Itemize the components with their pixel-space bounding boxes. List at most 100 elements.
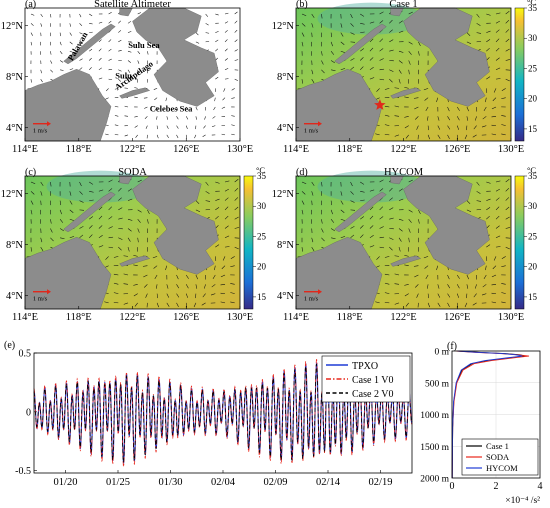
lon-tick-label: 122°E	[119, 144, 145, 155]
lat-tick-label: 8°N	[6, 72, 23, 83]
region-label: Sulu	[115, 70, 132, 80]
x-axis-label: ×10⁻⁴ /s²	[505, 496, 540, 506]
lon-tick-label: 126°E	[173, 144, 199, 155]
panel-letter: (f)	[447, 341, 457, 352]
colorbar-tick-label: 15	[528, 124, 538, 134]
map-panel-a: 114°E 118°E 122°E 126°E 130°E 12°N 8°N 4°N (a) Sa…	[1, 0, 253, 155]
lon-tick-label: 130°E	[498, 144, 524, 155]
colorbar-tick-label: 25	[257, 231, 267, 241]
lat-tick-label: 4°N	[277, 291, 294, 302]
land-mass	[403, 175, 490, 275]
station-star-marker	[374, 99, 386, 110]
map-panel-d: 114°E 118°E 122°E 126°E 130°E 12°N 8°N 4°N (d) HY…	[272, 165, 538, 323]
lat-tick-label: 8°N	[6, 240, 23, 251]
x-tick-label: 02/04	[211, 477, 236, 488]
colorbar-tick-label: 25	[528, 231, 538, 241]
land-mass	[132, 175, 219, 275]
lon-tick-label: 126°E	[444, 144, 470, 155]
y-tick-label: -0.5	[15, 466, 31, 477]
lat-tick-label: 12°N	[272, 189, 295, 200]
panel-title: Satellite Altimeter	[94, 0, 171, 10]
map-panel-b: 114°E 118°E 122°E 126°E 130°E 12°N 8°N 4°N (b) Ca…	[272, 0, 538, 155]
land-mass	[334, 23, 387, 65]
colorbar-tick-label: 35	[528, 3, 538, 13]
x-tick-label: 01/30	[159, 477, 183, 488]
panel-letter: (b)	[296, 0, 308, 10]
y-tick-label: 2000 m	[420, 475, 449, 485]
x-tick-label: 01/20	[54, 477, 78, 488]
lat-tick-label: 12°N	[1, 21, 24, 32]
lon-tick-label: 114°E	[12, 312, 38, 323]
colorbar-tick-label: 30	[528, 33, 538, 43]
lon-tick-label: 118°E	[337, 312, 363, 323]
lon-tick-label: 126°E	[173, 312, 199, 323]
region-label: Sulu Sea	[128, 40, 160, 50]
x-tick-label: 01/25	[106, 477, 130, 488]
lat-tick-label: 8°N	[277, 240, 294, 251]
colorbar-unit: °C	[527, 0, 536, 7]
panel-title: SODA	[118, 167, 147, 178]
y-tick-label: 1000 m	[420, 411, 449, 421]
land-mass	[334, 191, 387, 233]
lat-tick-label: 12°N	[272, 21, 295, 32]
colorbar-unit: °C	[527, 165, 536, 175]
lat-tick-label: 12°N	[1, 189, 24, 200]
x-tick-label: 2	[494, 481, 499, 492]
colorbar-tick-label: 30	[528, 201, 538, 211]
lon-tick-label: 130°E	[227, 312, 253, 323]
land-mass	[390, 87, 422, 99]
legend-label: TPXO	[352, 361, 378, 372]
land-mass	[132, 7, 219, 107]
colorbar-gradient	[514, 7, 525, 142]
colorbar-unit: °C	[256, 165, 265, 175]
panel-title: Case 1	[389, 0, 417, 10]
lon-tick-label: 130°E	[498, 312, 524, 323]
panel-title: HYCOM	[384, 167, 424, 178]
colorbar-tick-label: 35	[528, 171, 538, 181]
plot-frame	[33, 352, 413, 474]
lon-tick-label: 118°E	[337, 144, 363, 155]
lon-tick-label: 122°E	[390, 312, 416, 323]
colorbar: 35 30 25 20 15 °C	[514, 0, 538, 142]
lat-tick-label: 8°N	[277, 72, 294, 83]
colorbar-gradient	[243, 175, 254, 310]
panel-letter: (c)	[25, 167, 36, 178]
legend-label: Case 2 V0	[352, 389, 393, 400]
panel-letter: (e)	[4, 340, 15, 351]
lon-tick-label: 126°E	[444, 312, 470, 323]
lat-tick-label: 4°N	[6, 291, 23, 302]
lon-tick-label: 114°E	[283, 144, 309, 155]
lon-tick-label: 118°E	[66, 312, 92, 323]
profile-line-hycom	[451, 350, 523, 479]
lon-tick-label: 114°E	[12, 144, 38, 155]
scale-label: 1 m/s	[304, 296, 319, 303]
land-mass	[63, 191, 116, 233]
colorbar-tick-label: 30	[257, 201, 267, 211]
legend-label: HYCOM	[486, 463, 518, 473]
lat-tick-label: 4°N	[277, 123, 294, 134]
colorbar: 35 30 25 20 15 °C	[243, 165, 267, 310]
scale-arrowhead	[318, 289, 322, 295]
legend-label: Case 1	[486, 441, 509, 451]
panel-letter: (d)	[296, 167, 308, 178]
x-tick-label: 0	[450, 481, 455, 492]
y-tick-label: 500 m	[425, 379, 450, 389]
scale-arrowhead	[47, 121, 51, 127]
lon-tick-label: 114°E	[283, 312, 309, 323]
colorbar-tick-label: 15	[257, 292, 267, 302]
plot-frame	[451, 350, 541, 479]
colorbar-tick-label: 20	[528, 94, 538, 104]
n2-profile-panel: (f)0 m 500 m 1000 m 1500 m 2000 m0 2 4 ×10⁻⁴ /s…	[420, 341, 542, 506]
x-tick-label: 02/09	[264, 477, 288, 488]
colorbar: 35 30 25 20 15 °C	[514, 165, 538, 310]
scale-arrowhead	[318, 121, 322, 127]
lon-tick-label: 122°E	[119, 312, 145, 323]
y-tick-label: 0 m	[434, 348, 449, 358]
x-tick-label: 02/14	[316, 477, 341, 488]
legend-label: Case 1 V0	[352, 375, 393, 386]
colorbar-gradient	[514, 175, 525, 310]
tide-timeseries-panel: (e) 0.5 0 -0.5 01/20 01/25 01/30 02/04 02/09 02/1…	[4, 340, 413, 488]
colorbar-tick-label: 15	[528, 292, 538, 302]
